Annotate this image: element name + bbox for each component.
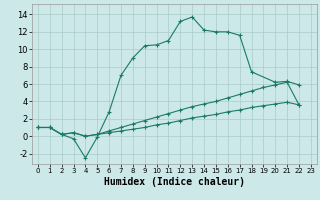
X-axis label: Humidex (Indice chaleur): Humidex (Indice chaleur) xyxy=(104,177,245,187)
